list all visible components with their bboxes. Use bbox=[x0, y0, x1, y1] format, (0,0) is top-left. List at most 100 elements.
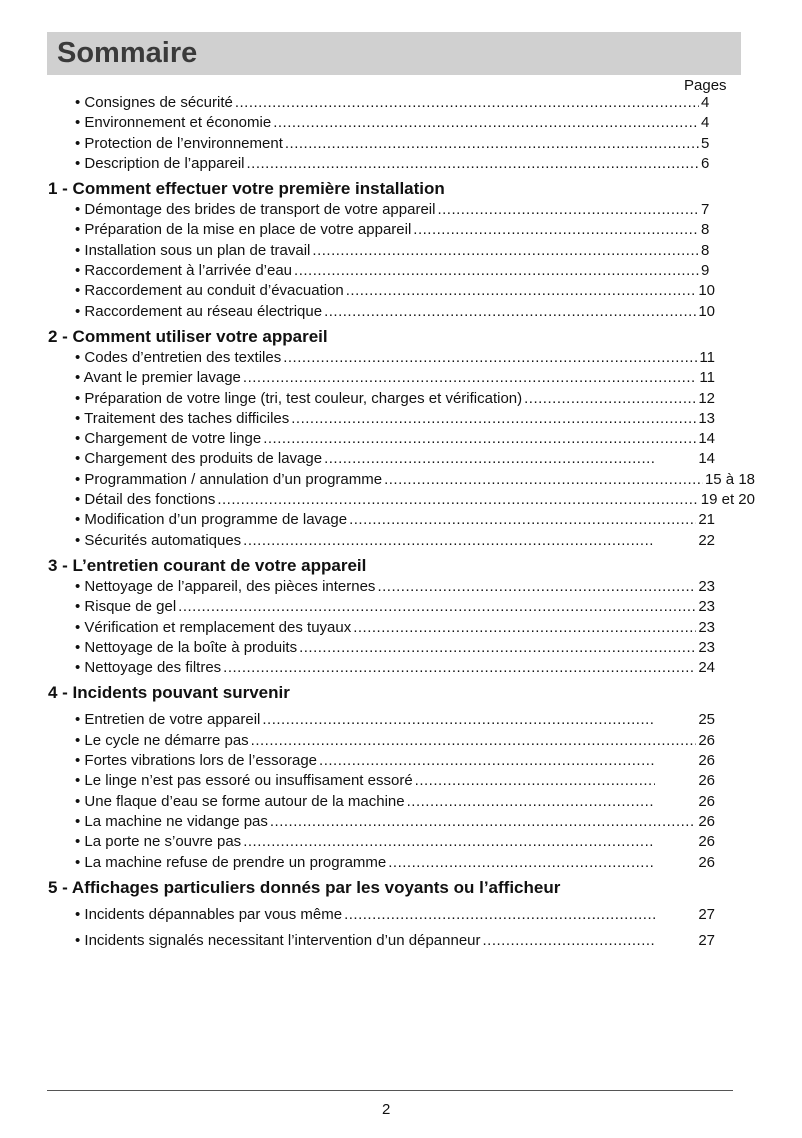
toc-entry-title: • Avant le premier lavage bbox=[75, 369, 241, 387]
toc-entry[interactable]: • Une flaque d’eau se forme autour de la… bbox=[75, 792, 715, 812]
toc-entry[interactable]: • Installation sous un plan de travail 8 bbox=[75, 241, 715, 261]
dot-leader bbox=[319, 751, 655, 771]
toc-entry[interactable]: • Nettoyage de l’appareil, des pièces in… bbox=[75, 577, 715, 597]
toc-entry-title: • Le linge n’est pas essoré ou insuffisa… bbox=[75, 772, 413, 790]
toc-entry-title: • Incidents signalés necessitant l’inter… bbox=[75, 932, 481, 950]
toc-entry-page: 26 bbox=[698, 731, 715, 749]
toc-entry[interactable]: • Préparation de votre linge (tri, test … bbox=[75, 389, 715, 409]
toc-entry[interactable]: • Chargement des produits de lavage 14 bbox=[75, 449, 715, 469]
dot-leader bbox=[243, 531, 655, 551]
toc-entry[interactable]: • Démontage des brides de transport de v… bbox=[75, 200, 715, 220]
toc-entry-page: 14 bbox=[698, 450, 715, 468]
dot-leader bbox=[263, 429, 696, 449]
toc-entry-page: 11 bbox=[699, 348, 715, 366]
section-heading: 1 - Comment effectuer votre première ins… bbox=[48, 179, 445, 199]
toc-entry-page: 26 bbox=[698, 752, 715, 770]
toc-entry-title: • Traitement des taches difficiles bbox=[75, 409, 290, 427]
toc-entry-page: 26 bbox=[698, 853, 715, 871]
footer-divider bbox=[47, 1090, 733, 1091]
toc-entry-title: • Raccordement à l’arrivée d’eau bbox=[75, 262, 293, 280]
toc-entry-page: 4 bbox=[701, 94, 710, 111]
toc-entry[interactable]: • Fortes vibrations lors de l’essorage 26 bbox=[75, 751, 715, 771]
dot-leader bbox=[388, 853, 655, 873]
toc-entry[interactable]: • Risque de gel 23 bbox=[75, 597, 715, 617]
toc-entry-page: 23 bbox=[698, 577, 715, 595]
dot-leader bbox=[270, 812, 696, 832]
toc-entry-title: • Entretien de votre appareil bbox=[75, 711, 261, 729]
title-bar: Sommaire bbox=[47, 32, 741, 75]
dot-leader bbox=[349, 510, 696, 530]
page-title: Sommaire bbox=[57, 37, 198, 69]
dot-leader bbox=[223, 658, 696, 678]
toc-entry-title: • Raccordement au réseau électrique bbox=[75, 302, 323, 320]
toc-entry[interactable]: • Codes d’entretien des textiles 11 bbox=[75, 348, 715, 368]
toc-entry[interactable]: • Protection de l’environnement 5 bbox=[75, 134, 715, 154]
toc-entry[interactable]: • Préparation de la mise en place de vot… bbox=[75, 220, 715, 240]
toc-entry-title: • Préparation de votre linge (tri, test … bbox=[75, 389, 523, 407]
page-number: 2 bbox=[382, 1101, 391, 1118]
toc-entry-title: • Consignes de sécurité bbox=[75, 94, 233, 111]
toc-entry[interactable]: • Détail des fonctions 19 et 20 bbox=[75, 490, 755, 510]
toc-entry[interactable]: • Incidents signalés necessitant l’inter… bbox=[75, 931, 715, 951]
toc-entry[interactable]: • Sécurités automatiques 22 bbox=[75, 531, 715, 551]
toc-entry-page: 25 bbox=[698, 711, 715, 729]
toc-entry[interactable]: • Avant le premier lavage 11 bbox=[75, 368, 715, 388]
dot-leader bbox=[251, 731, 697, 751]
toc-entry-title: • La porte ne s’ouvre pas bbox=[75, 833, 242, 851]
toc-entry-page: 12 bbox=[698, 389, 715, 407]
toc-entry-title: • Chargement de votre linge bbox=[75, 430, 262, 448]
toc-entry[interactable]: • Nettoyage des filtres 24 bbox=[75, 658, 715, 678]
toc-entry[interactable]: • Entretien de votre appareil 25 bbox=[75, 710, 715, 730]
toc-entry-title: • Démontage des brides de transport de v… bbox=[75, 201, 436, 219]
toc-entry[interactable]: • Le cycle ne démarre pas 26 bbox=[75, 731, 715, 751]
toc-entry-page: 19 et 20 bbox=[700, 491, 755, 509]
toc-entry[interactable]: • Raccordement au conduit d’évacuation 10 bbox=[75, 281, 715, 301]
toc-entry-page: 11 bbox=[699, 369, 715, 387]
dot-leader bbox=[312, 241, 699, 261]
toc-entry-title: • Une flaque d’eau se forme autour de la… bbox=[75, 792, 405, 810]
toc-entry[interactable]: • Nettoyage de la boîte à produits 23 bbox=[75, 638, 715, 658]
toc-entry-title: • Risque de gel bbox=[75, 598, 177, 616]
toc-entry[interactable]: • Le linge n’est pas essoré ou insuffisa… bbox=[75, 771, 715, 791]
dot-leader bbox=[299, 638, 696, 658]
toc-entry-page: 27 bbox=[698, 932, 715, 950]
dot-leader bbox=[524, 389, 696, 409]
toc-entry-page: 5 bbox=[701, 134, 710, 152]
toc-entry-page: 26 bbox=[698, 772, 715, 790]
dot-leader bbox=[178, 597, 696, 617]
toc-entry[interactable]: • Environnement et économie 4 bbox=[75, 113, 715, 133]
toc-entry-page: 14 bbox=[698, 430, 715, 448]
toc-entry[interactable]: • Chargement de votre linge 14 bbox=[75, 429, 715, 449]
toc-entry[interactable]: • Description de l’appareil 6 bbox=[75, 154, 715, 174]
toc-entry-page: 23 bbox=[698, 638, 715, 656]
toc-entry[interactable]: • Raccordement à l’arrivée d’eau 9 bbox=[75, 261, 715, 281]
toc-entry-page: 9 bbox=[701, 262, 710, 280]
toc-entry-page: 26 bbox=[698, 792, 715, 810]
toc-entry[interactable]: • La machine refuse de prendre un progra… bbox=[75, 853, 715, 873]
toc-entry[interactable]: • La machine ne vidange pas 26 bbox=[75, 812, 715, 832]
toc-entry[interactable]: • Consignes de sécurité 4 bbox=[75, 93, 715, 113]
toc-entry-page: 23 bbox=[698, 598, 715, 616]
toc-entry[interactable]: • Modification d’un programme de lavage 2… bbox=[75, 510, 715, 530]
toc-entry[interactable]: • La porte ne s’ouvre pas 26 bbox=[75, 832, 715, 852]
dot-leader bbox=[437, 200, 699, 220]
toc-entry[interactable]: • Incidents dépannables par vous même 27 bbox=[75, 905, 715, 925]
toc-entry-title: • Vérification et remplacement des tuyau… bbox=[75, 618, 352, 636]
section-heading: 4 - Incidents pouvant survenir bbox=[48, 683, 290, 703]
toc-entry[interactable]: • Raccordement au réseau électrique 10 bbox=[75, 302, 715, 322]
dot-leader bbox=[247, 154, 699, 174]
dot-leader bbox=[353, 618, 696, 638]
dot-leader bbox=[377, 577, 696, 597]
toc-entry-title: • Incidents dépannables par vous même bbox=[75, 905, 343, 923]
toc-entry-title: • Protection de l’environnement bbox=[75, 134, 283, 152]
dot-leader bbox=[243, 368, 698, 388]
dot-leader bbox=[285, 134, 699, 154]
toc-entry[interactable]: • Programmation / annulation d’un progra… bbox=[75, 470, 755, 490]
section-heading: 3 - L’entretien courant de votre apparei… bbox=[48, 555, 367, 575]
toc-entry-page: 26 bbox=[698, 833, 715, 851]
dot-leader bbox=[415, 771, 655, 791]
toc-entry[interactable]: • Traitement des taches difficiles 13 bbox=[75, 409, 715, 429]
dot-leader bbox=[217, 490, 698, 510]
toc-entry[interactable]: • Vérification et remplacement des tuyau… bbox=[75, 618, 715, 638]
dot-leader bbox=[235, 93, 699, 113]
